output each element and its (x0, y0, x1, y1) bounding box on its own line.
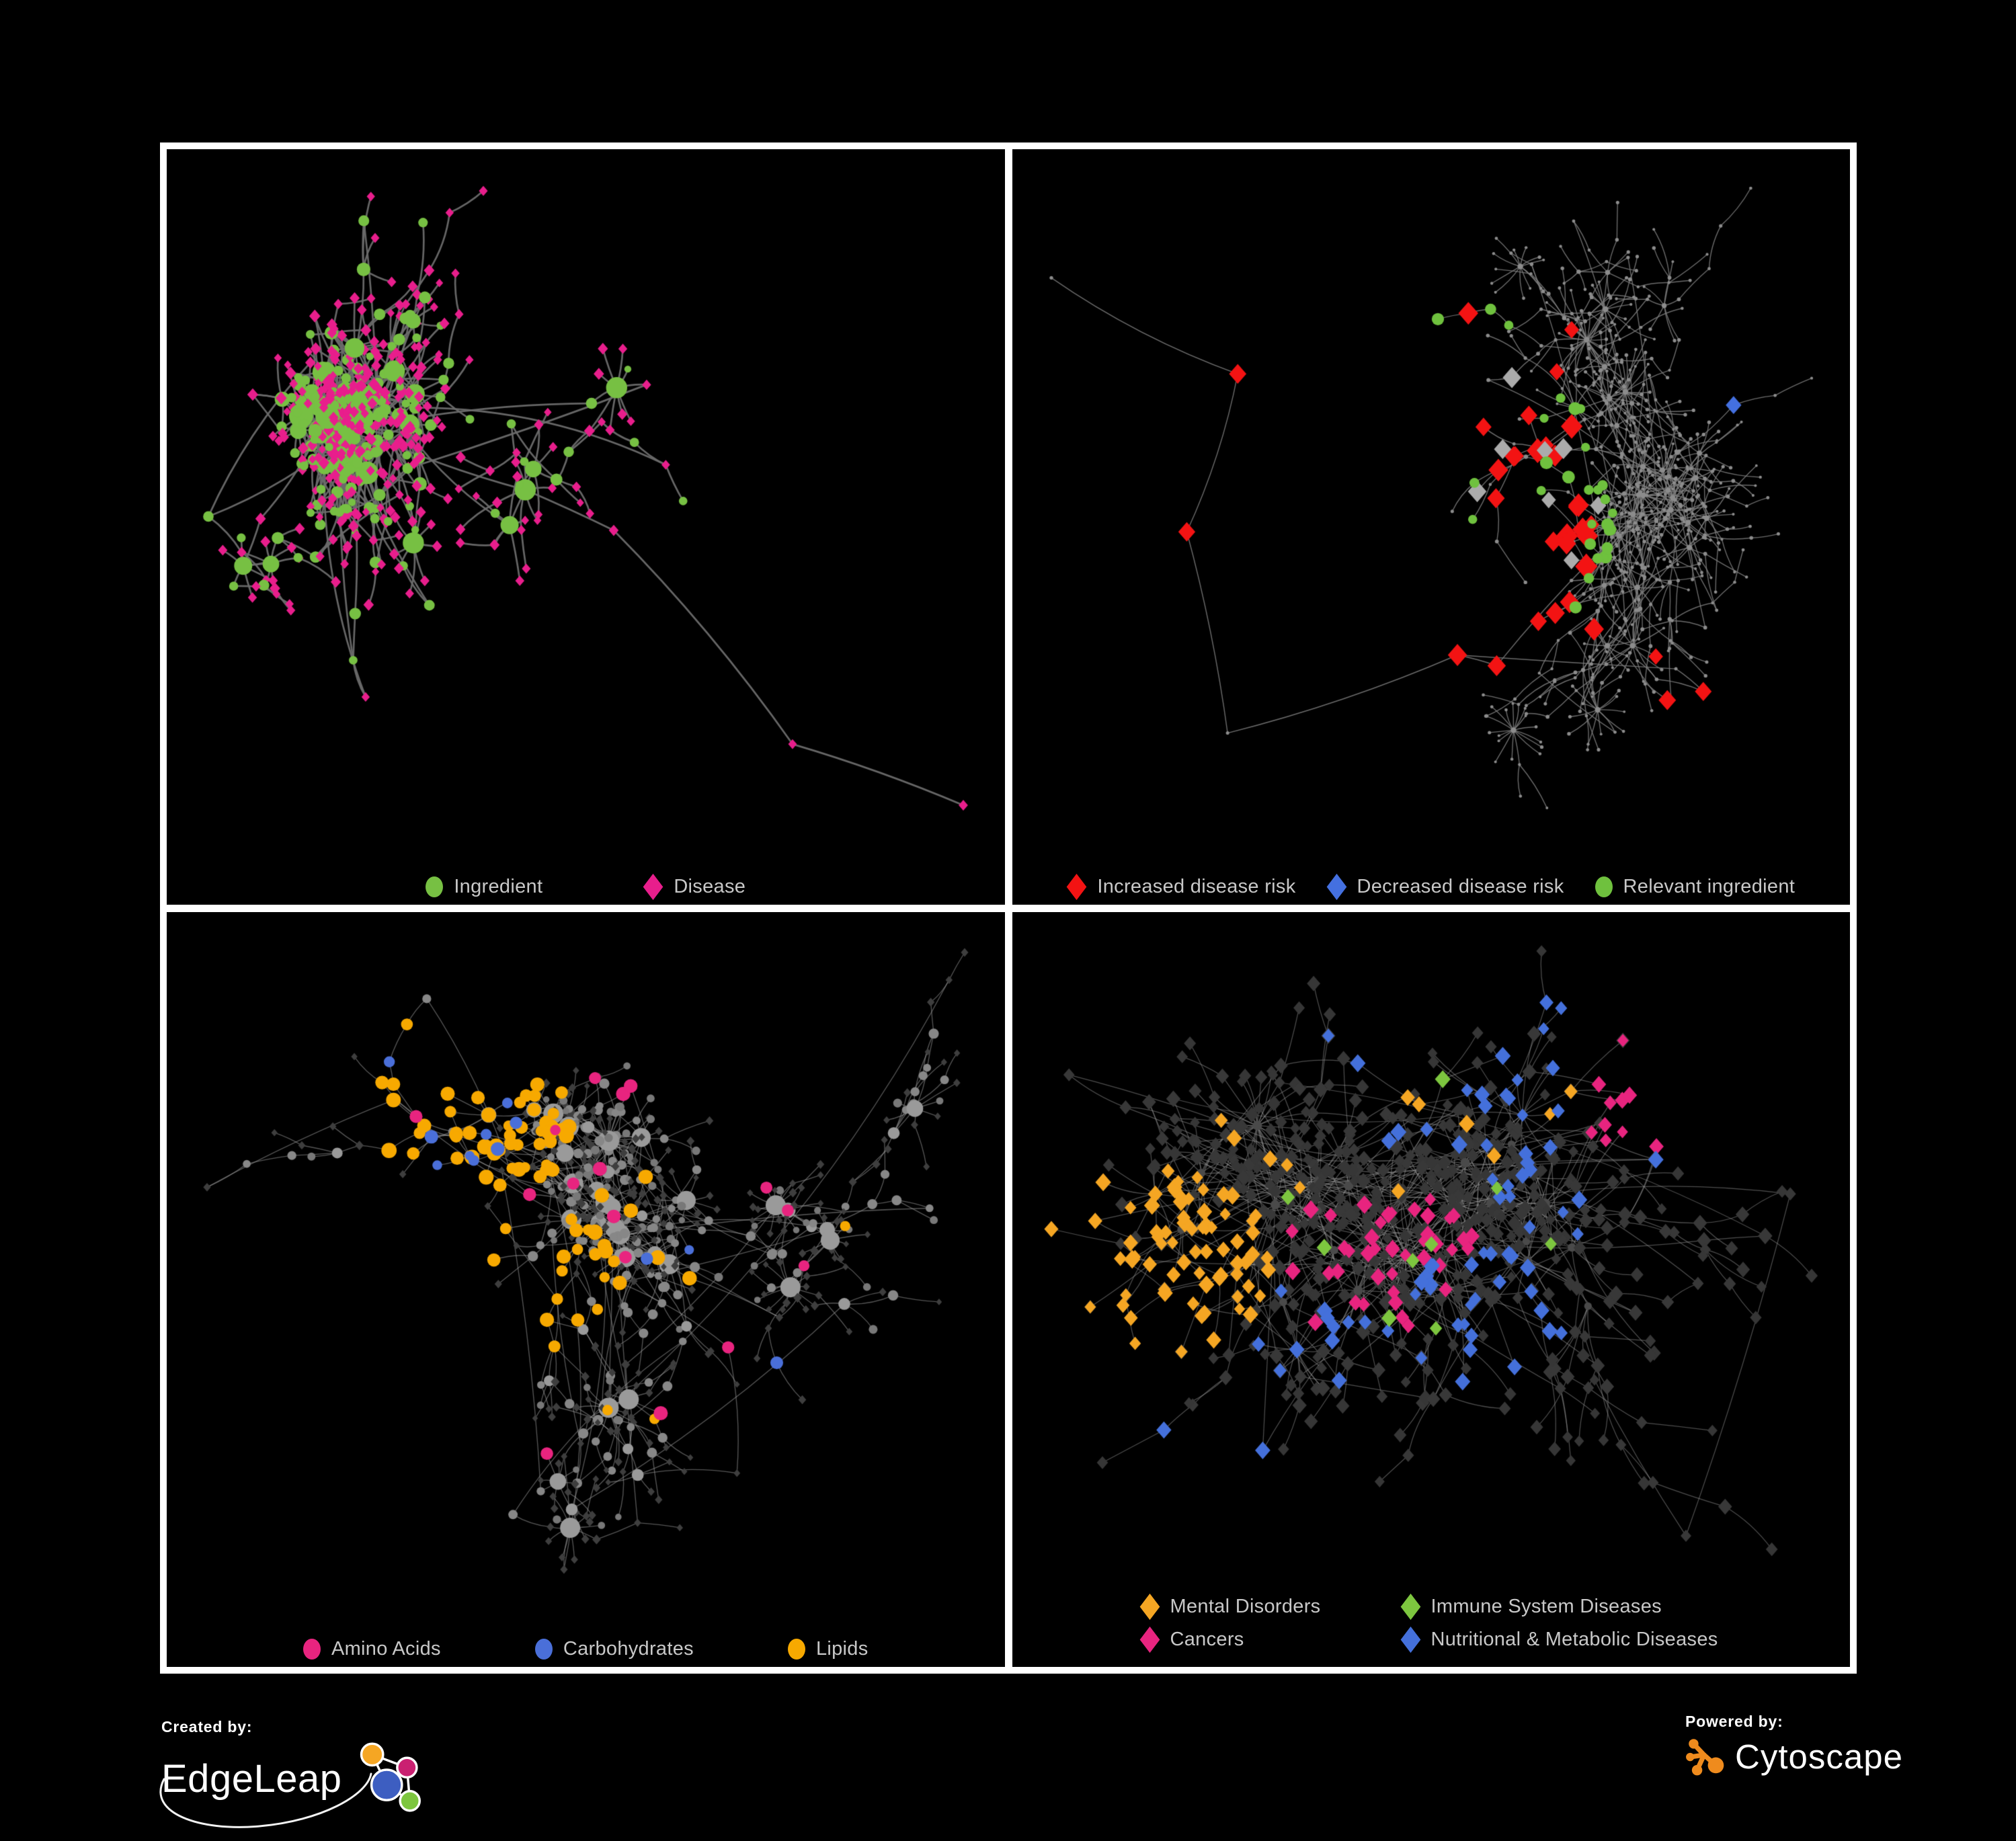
created-by-label: Created by: (161, 1718, 253, 1735)
four-panel-frame: Ingredient Disease Increased disease risk… (160, 142, 1857, 1674)
cytoscape-brand-text: Cytoscape (1735, 1737, 1903, 1776)
legend-label: Ingredient (454, 875, 543, 897)
legend-ingredient-disease: Ingredient Disease (167, 873, 1005, 900)
legend-item: Decreased disease risk (1326, 873, 1564, 900)
legend-disease-risk: Increased disease risk Decreased disease … (1012, 873, 1851, 900)
legend-label: Disease (674, 875, 746, 897)
legend-label: Nutritional & Metabolic Diseases (1430, 1629, 1718, 1650)
legend-item: Disease (643, 873, 746, 900)
edgeleap-network-icon (360, 1742, 421, 1812)
created-by-block: Created by: EdgeLeap (159, 1718, 425, 1828)
legend-item: Lipids (787, 1638, 869, 1660)
circle-marker-icon (303, 1639, 321, 1660)
cytoscape-icon (1686, 1739, 1724, 1776)
legend-item: Carbohydrates (534, 1638, 694, 1660)
legend-item: Ingredient (426, 876, 542, 898)
legend-item: Mental Disorders (1139, 1593, 1401, 1621)
network-canvas-disease-risk (1012, 149, 1850, 847)
legend-label: Immune System Diseases (1430, 1596, 1662, 1617)
legend-label: Lipids (815, 1638, 869, 1660)
legend-label: Amino Acids (331, 1638, 441, 1660)
network-canvas-ingredient-disease (167, 149, 1005, 847)
diamond-marker-icon (1400, 1593, 1420, 1621)
legend-item: Immune System Diseases (1400, 1593, 1718, 1621)
panel-disease-risk: Increased disease risk Decreased disease … (1012, 149, 1851, 905)
diamond-marker-icon (1326, 873, 1346, 900)
circle-marker-icon (1595, 876, 1613, 897)
legend-label: Relevant ingredient (1623, 875, 1796, 897)
legend-label: Decreased disease risk (1357, 875, 1564, 897)
diamond-marker-icon (1139, 1593, 1160, 1621)
circle-marker-icon (426, 876, 444, 897)
legend-label: Carbohydrates (563, 1638, 694, 1660)
edgeleap-brand-text: EdgeLeap (161, 1757, 342, 1801)
legend-disease-classes: Mental Disorders Immune System Diseases Ca… (1139, 1593, 1718, 1653)
circle-marker-icon (534, 1639, 553, 1660)
legend-nutrient-classes: Amino Acids Carbohydrates Lipids (167, 1638, 1005, 1660)
panel-disease-classes: Mental Disorders Immune System Diseases Ca… (1012, 911, 1850, 1667)
diamond-marker-icon (1067, 873, 1087, 900)
circle-marker-icon (787, 1639, 805, 1660)
panel-nutrient-classes: Amino Acids Carbohydrates Lipids (167, 911, 1005, 1667)
powered-by-block: Powered by: Cytoscape (1685, 1713, 1903, 1778)
legend-item: Amino Acids (303, 1638, 441, 1660)
legend-item: Relevant ingredient (1595, 876, 1796, 898)
legend-label: Mental Disorders (1170, 1596, 1321, 1617)
diamond-marker-icon (643, 873, 663, 900)
legend-item: Cancers (1139, 1626, 1401, 1653)
legend-label: Cancers (1170, 1629, 1244, 1650)
diamond-marker-icon (1400, 1626, 1420, 1653)
panel-ingredient-disease: Ingredient Disease (167, 149, 1005, 905)
legend-label: Increased disease risk (1097, 875, 1296, 897)
diamond-marker-icon (1139, 1626, 1160, 1653)
powered-by-label: Powered by: (1685, 1713, 1783, 1730)
network-canvas-disease-classes (1012, 911, 1850, 1588)
legend-item: Nutritional & Metabolic Diseases (1400, 1626, 1718, 1653)
legend-item: Increased disease risk (1067, 873, 1296, 900)
network-canvas-nutrient-classes (167, 911, 1005, 1610)
